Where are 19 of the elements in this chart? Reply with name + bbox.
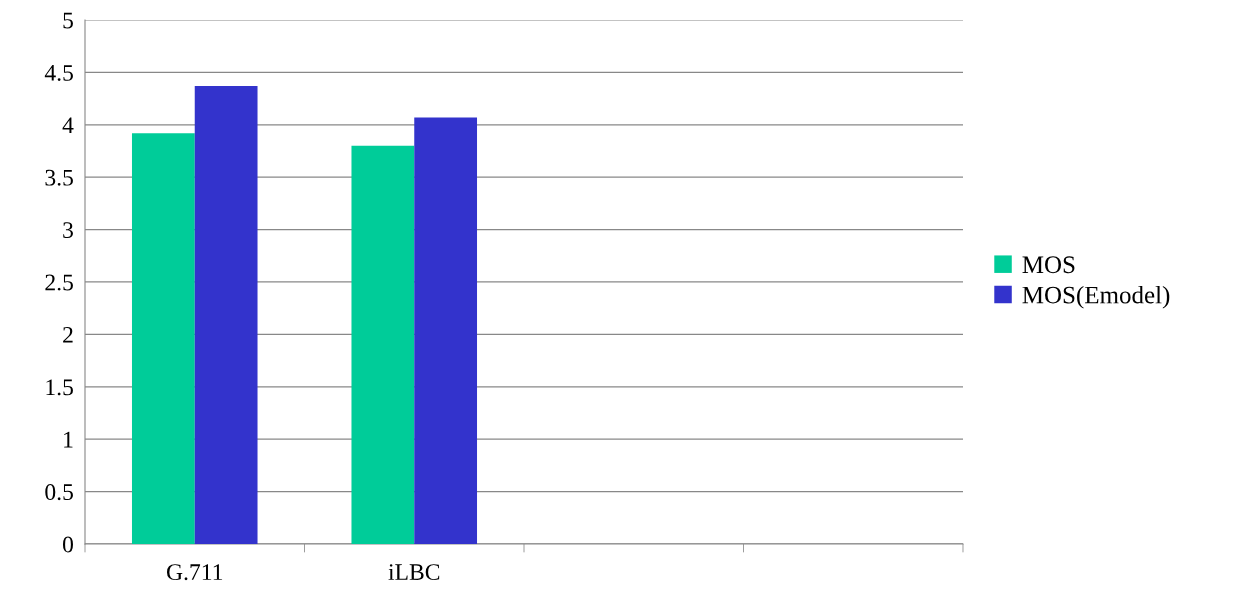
y-tick-label: 1 <box>64 431 73 448</box>
y-tick-label: 3.5 <box>45 169 73 186</box>
bar <box>351 145 415 544</box>
bar <box>414 117 478 544</box>
legend-label: MOS(Emodel) <box>1022 285 1170 309</box>
bar <box>194 86 258 544</box>
legend-label: MOS <box>1022 256 1075 274</box>
x-tick-label: iLBC <box>388 564 440 581</box>
bar <box>131 133 195 544</box>
y-tick-label: 1.5 <box>46 379 73 396</box>
y-tick-label: 0.5 <box>45 484 73 501</box>
y-tick-label: 4 <box>62 117 74 133</box>
y-tick-label: 2 <box>63 326 73 343</box>
y-tick-label: 0 <box>62 536 73 553</box>
y-tick-label: 2.5 <box>45 274 73 291</box>
y-tick-label: 4.5 <box>44 65 73 81</box>
y-tick-label: 3 <box>63 222 73 239</box>
y-tick-label: 5 <box>63 12 73 29</box>
x-tick-label: G.711 <box>166 564 223 581</box>
